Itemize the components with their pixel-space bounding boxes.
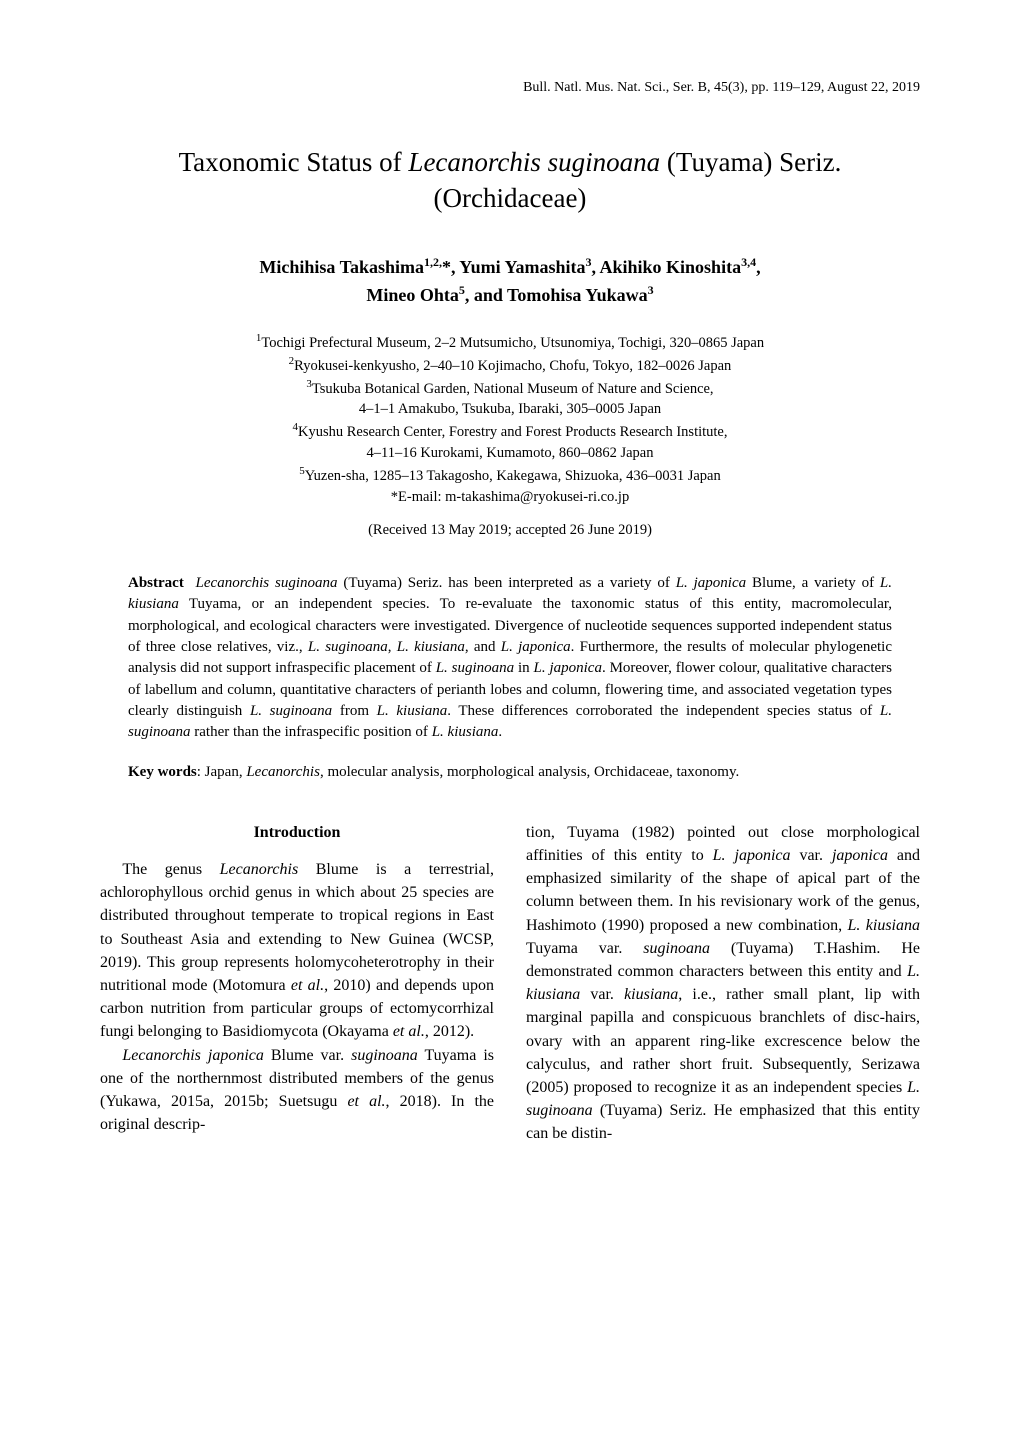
affiliations: 1Tochigi Prefectural Museum, 2–2 Mutsumi… xyxy=(100,331,920,508)
intro-paragraph-1: The genus Lecanorchis Blume is a terrest… xyxy=(100,858,494,1044)
column-left: Introduction The genus Lecanorchis Blume… xyxy=(100,821,494,1146)
intro-paragraph-2: Lecanorchis japonica Blume var. suginoan… xyxy=(100,1044,494,1137)
column-right: tion, Tuyama (1982) pointed out close mo… xyxy=(526,821,920,1146)
article-title: Taxonomic Status of Lecanorchis suginoan… xyxy=(100,144,920,217)
abstract-text: Lecanorchis suginoana (Tuyama) Seriz. ha… xyxy=(128,575,892,740)
body-columns: Introduction The genus Lecanorchis Blume… xyxy=(100,821,920,1146)
intro-paragraph-2-continued: tion, Tuyama (1982) pointed out close mo… xyxy=(526,821,920,1146)
keywords-block: Key words: Japan, Lecanorchis, molecular… xyxy=(128,762,892,783)
keywords-label: Key words xyxy=(128,764,197,780)
abstract-block: Abstract Lecanorchis suginoana (Tuyama) … xyxy=(128,573,892,743)
author-list: Michihisa Takashima1,2,*, Yumi Yamashita… xyxy=(100,253,920,309)
abstract-label: Abstract xyxy=(128,575,184,591)
section-heading-introduction: Introduction xyxy=(100,821,494,844)
journal-reference: Bull. Natl. Mus. Nat. Sci., Ser. B, 45(3… xyxy=(100,80,920,96)
received-dates: (Received 13 May 2019; accepted 26 June … xyxy=(100,522,920,539)
keywords-text: Japan, Lecanorchis, molecular analysis, … xyxy=(205,764,740,780)
